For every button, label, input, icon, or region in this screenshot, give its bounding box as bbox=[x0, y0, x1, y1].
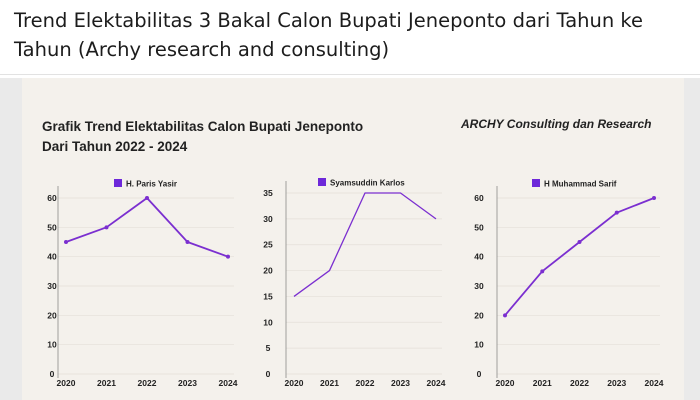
data-point bbox=[185, 240, 190, 244]
y-tick-label: 25 bbox=[263, 240, 273, 250]
x-tick-label: 2022 bbox=[138, 378, 157, 388]
y-tick-label: 5 bbox=[266, 343, 271, 353]
legend-swatch bbox=[114, 179, 122, 187]
y-tick-label: 60 bbox=[474, 193, 484, 203]
chart-paris-yasir: 0 10 20 30 40 50 60 2020 2021 2022 2023 2024 H. Pari… bbox=[47, 179, 238, 388]
legend-swatch bbox=[532, 179, 540, 187]
x-tick-label: 2021 bbox=[320, 378, 339, 388]
legend-swatch bbox=[318, 178, 326, 186]
data-point bbox=[145, 196, 149, 200]
headline: Trend Elektabilitas 3 Bakal Calon Bupati… bbox=[14, 9, 644, 61]
y-tick-label: 30 bbox=[263, 214, 273, 224]
y-tick-label: 0 bbox=[266, 369, 271, 379]
y-tick-label: 0 bbox=[50, 369, 55, 379]
y-tick-label: 20 bbox=[474, 310, 484, 320]
x-tick-label: 2024 bbox=[427, 378, 446, 388]
series-line bbox=[293, 192, 437, 297]
y-tick-label: 30 bbox=[474, 281, 484, 291]
x-tick-label: 2022 bbox=[570, 378, 589, 388]
legend-label: Syamsuddin Karlos bbox=[330, 179, 405, 188]
x-tick-label: 2020 bbox=[285, 378, 304, 388]
data-point bbox=[503, 313, 507, 318]
graphic-title-line2: Dari Tahun 2022 - 2024 bbox=[42, 139, 188, 154]
y-tick-label: 20 bbox=[263, 266, 273, 276]
y-tick-label: 15 bbox=[263, 291, 273, 301]
x-tick-label: 2021 bbox=[533, 378, 552, 388]
x-tick-label: 2020 bbox=[57, 378, 76, 388]
y-tick-label: 10 bbox=[263, 317, 273, 327]
data-point bbox=[540, 269, 545, 274]
y-tick-label: 35 bbox=[263, 188, 273, 198]
graphic-title-line1: Grafik Trend Elektabilitas Calon Bupati … bbox=[42, 119, 364, 134]
x-tick-label: 2024 bbox=[645, 378, 664, 388]
y-tick-label: 50 bbox=[474, 222, 484, 232]
legend-label: H Muhammad Sarif bbox=[544, 180, 617, 189]
brand-label: ARCHY Consulting dan Research bbox=[461, 117, 652, 131]
x-tick-label: 2021 bbox=[97, 378, 116, 388]
x-tick-label: 2020 bbox=[496, 378, 515, 388]
chart-muhammad-sarif: 0 10 20 30 40 50 60 2020 2021 2022 2023 2024 H Muham… bbox=[474, 179, 664, 388]
data-point bbox=[64, 240, 68, 244]
y-tick-label: 30 bbox=[47, 281, 57, 291]
panel-edge-left bbox=[0, 78, 22, 400]
data-point bbox=[614, 210, 619, 215]
y-tick-label: 50 bbox=[47, 222, 57, 232]
y-tick-label: 40 bbox=[474, 252, 484, 262]
infographic-panel bbox=[22, 78, 684, 400]
panel-edge-right bbox=[684, 78, 700, 400]
legend-label: H. Paris Yasir bbox=[126, 180, 177, 189]
data-point bbox=[577, 240, 582, 244]
y-tick-label: 10 bbox=[47, 340, 57, 350]
data-point bbox=[652, 196, 656, 200]
x-tick-label: 2024 bbox=[219, 378, 238, 388]
x-tick-label: 2023 bbox=[607, 378, 626, 388]
y-tick-label: 20 bbox=[47, 310, 57, 320]
y-tick-label: 10 bbox=[474, 340, 484, 350]
data-point bbox=[104, 225, 109, 230]
x-tick-label: 2023 bbox=[391, 378, 410, 388]
x-tick-label: 2023 bbox=[178, 378, 197, 388]
x-tick-label: 2022 bbox=[356, 378, 375, 388]
data-point bbox=[226, 254, 230, 259]
header-divider bbox=[0, 74, 700, 75]
y-tick-label: 0 bbox=[477, 369, 482, 379]
graphic-title: Grafik Trend Elektabilitas Calon Bupati … bbox=[42, 117, 422, 157]
y-tick-label: 40 bbox=[47, 252, 57, 262]
chart-syamsuddin-karlos: 0 5 10 15 20 25 30 35 2020 2021 2022 2023 2024 Syamsu… bbox=[263, 178, 446, 388]
y-tick-label: 60 bbox=[47, 193, 57, 203]
